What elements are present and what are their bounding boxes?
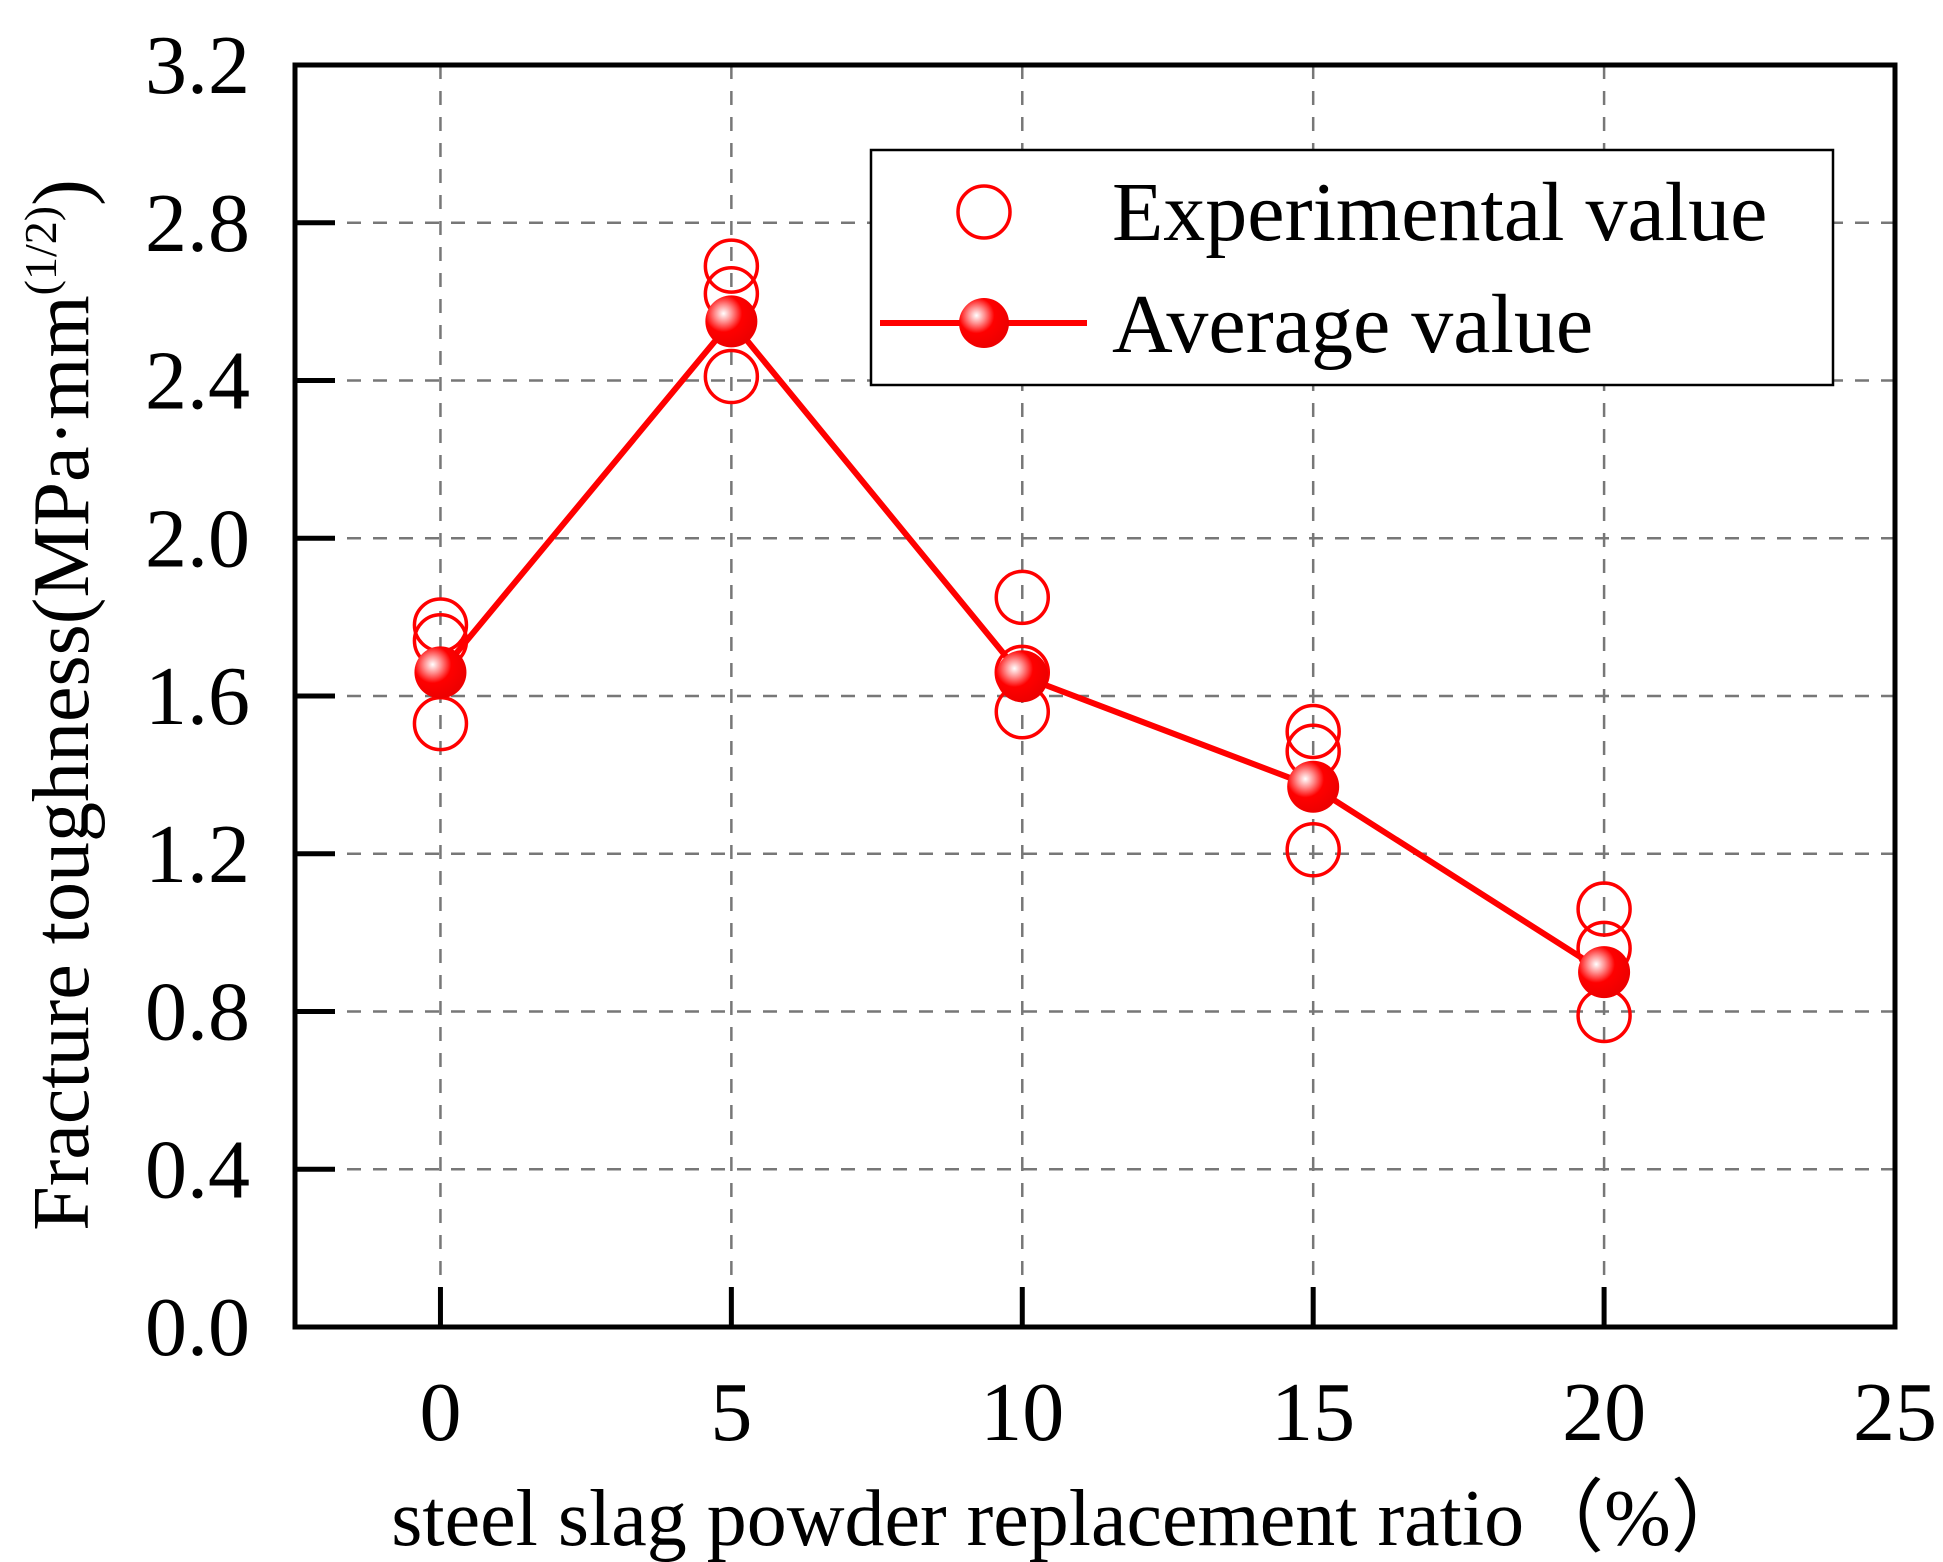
x-tick-label: 25 [1853, 1366, 1937, 1459]
average-point [1287, 760, 1340, 813]
experimental-point [1285, 703, 1341, 760]
y-axis-label-main: Fracture toughness(MPa·mm [18, 295, 106, 1230]
y-tick-label: 1.6 [145, 650, 250, 743]
legend-average-marker [959, 298, 1009, 348]
y-axis-label: Fracture toughness(MPa·mm(1/2)) [15, 179, 106, 1230]
legend-experimental-marker [956, 184, 1012, 240]
experimental-point [703, 238, 760, 294]
x-tick-label: 15 [1271, 1366, 1355, 1459]
average-point [705, 295, 758, 348]
x-tick-label: 10 [980, 1366, 1064, 1459]
y-axis-label-close: ) [18, 179, 106, 206]
x-tick-label: 0 [419, 1366, 461, 1459]
average-point [1578, 946, 1631, 999]
experimental-point [1576, 881, 1632, 937]
y-axis-label-sup: (1/2) [15, 206, 66, 295]
y-tick-label: 3.2 [145, 19, 250, 112]
tick-labels: 0 5 10 15 20 25 0.0 0.4 0.8 1.2 1.6 2.0 2.4 2.8 3.2 [145, 19, 1937, 1459]
y-tick-label: 0.4 [145, 1123, 250, 1216]
y-tick-label: 0.8 [145, 966, 250, 1059]
y-tick-label: 0.0 [145, 1281, 250, 1374]
y-tick-label: 2.0 [145, 492, 250, 585]
legend: Experimental value Average value [869, 148, 1835, 387]
average-point [996, 650, 1049, 703]
experimental-point [1285, 822, 1341, 878]
y-tick-label: 2.4 [145, 335, 250, 428]
x-tick-label: 20 [1562, 1366, 1646, 1459]
legend-box [869, 148, 1835, 387]
plot-frame [292, 62, 1898, 1330]
experimental-point [703, 348, 760, 405]
legend-experimental-label: Experimental value [1112, 166, 1767, 259]
legend-average-label: Average value [1112, 278, 1593, 371]
y-tick-label: 1.2 [145, 808, 250, 901]
x-tick-label: 5 [710, 1366, 752, 1459]
experimental-point [994, 569, 1051, 626]
data-series [412, 238, 1632, 1044]
average-point [414, 646, 467, 699]
x-axis-label: steel slag powder replacement ratio（%） [391, 1475, 1751, 1562]
y-tick-label: 2.8 [145, 177, 250, 270]
